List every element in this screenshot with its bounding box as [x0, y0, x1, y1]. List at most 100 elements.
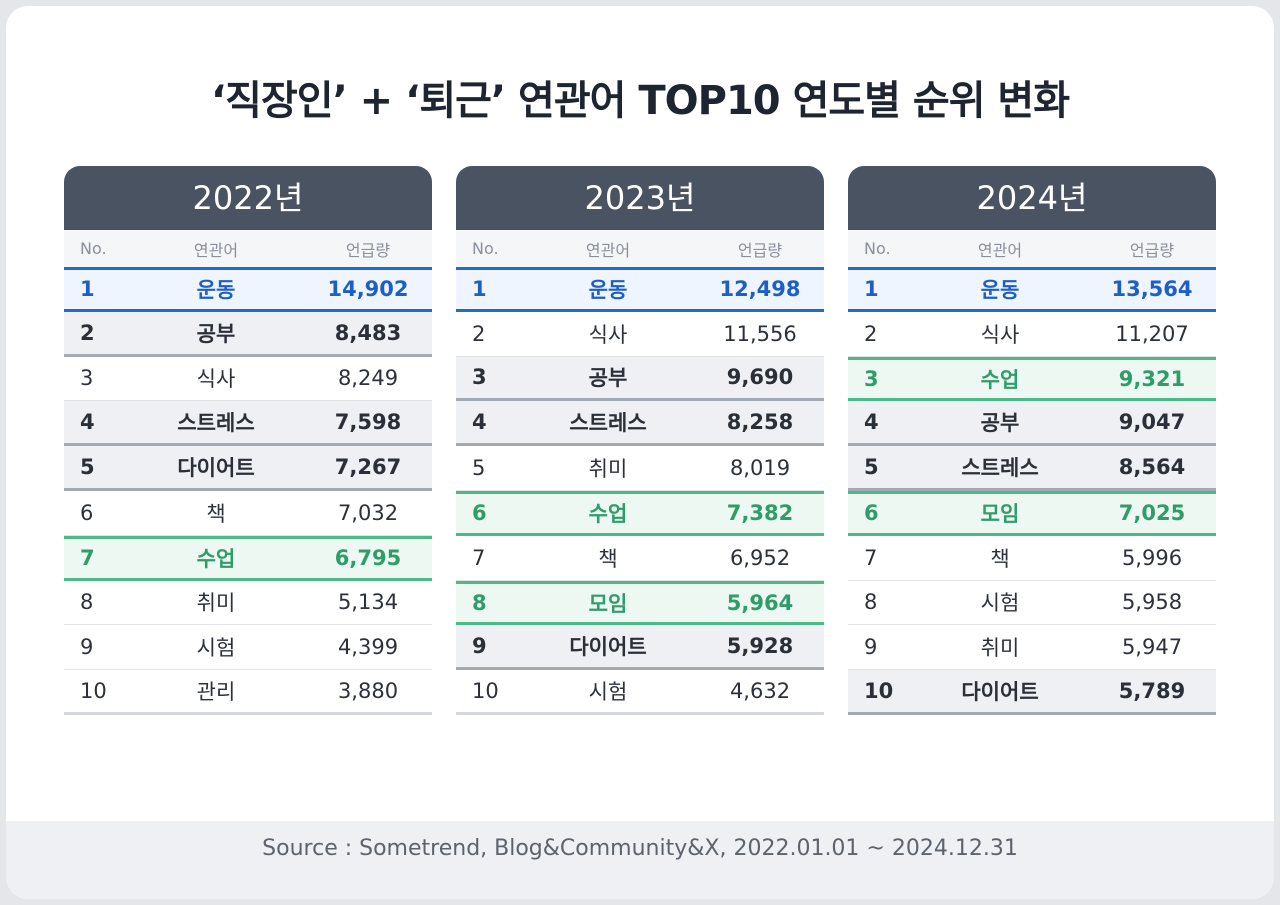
rank-number: 6 — [864, 501, 879, 526]
table-row: 7 책 5,996 — [848, 536, 1216, 581]
table-row: 8 취미 5,134 — [64, 581, 432, 626]
keyword-cell: 취미 — [588, 457, 628, 482]
table-row: 10 시험 4,632 — [456, 670, 824, 715]
keyword-cell: 스트레스 — [569, 411, 647, 436]
year-table-0: 2022년 No. 연관어 언급량 1 운동 14,902 2 공부 8,483 3 식사 8,249 4… — [64, 166, 432, 715]
header-count: 언급량 — [737, 240, 783, 260]
infographic-card: ‘직장인’ + ‘퇴근’ 연관어 TOP10 연도별 순위 변화 2022년 No… — [6, 6, 1274, 899]
keyword-cell: 책 — [990, 546, 1010, 571]
mention-count: 9,690 — [726, 365, 794, 390]
keyword-cell: 책 — [598, 546, 618, 571]
keyword-cell: 스트레스 — [961, 456, 1039, 481]
table-row: 3 공부 9,690 — [456, 356, 824, 402]
table-row: 2 식사 11,556 — [456, 312, 824, 357]
rank-number: 2 — [864, 321, 878, 346]
mention-count: 12,498 — [719, 277, 801, 302]
table-row: 1 운동 14,902 — [64, 267, 432, 312]
keyword-cell: 다이어트 — [177, 456, 255, 481]
keyword-cell: 취미 — [196, 591, 236, 616]
year-table-1: 2023년 No. 연관어 언급량 1 운동 12,498 2 식사 11,556 3 공부 9,690… — [456, 166, 824, 715]
rank-number: 6 — [472, 501, 487, 526]
keyword-cell: 스트레스 — [177, 411, 255, 436]
rank-number: 8 — [864, 590, 878, 615]
keyword-cell: 시험 — [196, 636, 236, 661]
rank-number: 4 — [864, 410, 879, 435]
rank-number: 1 — [472, 277, 487, 302]
mention-count: 4,632 — [729, 679, 791, 704]
keyword-cell: 수업 — [980, 367, 1020, 392]
rank-number: 3 — [80, 366, 94, 391]
table-row: 6 책 7,032 — [64, 491, 432, 536]
source-footer: Source : Sometrend, Blog&Community&X, 20… — [6, 821, 1274, 899]
keyword-cell: 모임 — [588, 591, 628, 616]
table-header-row: No. 연관어 언급량 — [456, 230, 824, 267]
table-row: 2 식사 11,207 — [848, 312, 1216, 357]
mention-count: 11,207 — [1115, 321, 1189, 346]
table-header-row: No. 연관어 언급량 — [64, 230, 432, 267]
mention-count: 8,258 — [726, 410, 794, 435]
year-header: 2023년 — [456, 166, 824, 230]
page-title: ‘직장인’ + ‘퇴근’ 연관어 TOP10 연도별 순위 변화 — [210, 78, 1070, 124]
rank-number: 5 — [864, 455, 879, 480]
header-count: 언급량 — [345, 240, 391, 260]
table-row: 6 모임 7,025 — [848, 490, 1216, 536]
keyword-cell: 식사 — [196, 367, 236, 392]
header-no: No. — [80, 239, 107, 258]
keyword-cell: 취미 — [980, 636, 1020, 661]
table-row: 2 공부 8,483 — [64, 311, 432, 357]
keyword-cell: 운동 — [588, 278, 628, 303]
rank-number: 10 — [864, 679, 894, 704]
rank-number: 3 — [472, 365, 487, 390]
header-keyword: 연관어 — [193, 240, 239, 260]
rank-number: 7 — [80, 546, 95, 571]
table-row: 4 공부 9,047 — [848, 401, 1216, 447]
header-no: No. — [864, 239, 891, 258]
mention-count: 7,025 — [1118, 501, 1186, 526]
rank-number: 4 — [80, 410, 95, 435]
rank-number: 2 — [472, 321, 486, 346]
year-table-2: 2024년 No. 연관어 언급량 1 운동 13,564 2 식사 11,207 3 수업 9,321… — [848, 166, 1216, 715]
table-row: 6 수업 7,382 — [456, 490, 824, 536]
rank-number: 4 — [472, 410, 487, 435]
rank-number: 9 — [472, 634, 487, 659]
rank-number: 2 — [80, 320, 95, 345]
mention-count: 7,382 — [726, 501, 794, 526]
table-row: 10 다이어트 5,789 — [848, 670, 1216, 715]
header-count: 언급량 — [1129, 240, 1175, 260]
rank-number: 7 — [472, 545, 486, 570]
mention-count: 5,947 — [1121, 635, 1183, 660]
table-row: 9 시험 4,399 — [64, 625, 432, 671]
year-header: 2024년 — [848, 166, 1216, 230]
keyword-cell: 관리 — [196, 680, 236, 705]
rank-number: 10 — [80, 679, 107, 704]
mention-count: 5,134 — [337, 590, 399, 615]
rank-number: 5 — [472, 456, 486, 481]
mention-count: 5,958 — [1121, 590, 1183, 615]
keyword-cell: 식사 — [588, 322, 628, 347]
mention-count: 6,952 — [729, 545, 791, 570]
mention-count: 8,249 — [337, 366, 399, 391]
rank-number: 8 — [80, 590, 94, 615]
keyword-cell: 수업 — [588, 502, 628, 527]
keyword-cell: 수업 — [196, 547, 236, 572]
mention-count: 9,047 — [1118, 410, 1186, 435]
mention-count: 6,795 — [334, 546, 402, 571]
rank-number: 5 — [80, 455, 95, 480]
table-row: 1 운동 12,498 — [456, 267, 824, 312]
keyword-cell: 운동 — [196, 278, 236, 303]
table-row: 3 수업 9,321 — [848, 356, 1216, 402]
mention-count: 5,964 — [726, 590, 794, 615]
table-row: 10 관리 3,880 — [64, 670, 432, 715]
mention-count: 8,019 — [729, 456, 791, 481]
rank-number: 3 — [864, 366, 879, 391]
table-row: 7 책 6,952 — [456, 536, 824, 581]
keyword-cell: 시험 — [980, 591, 1020, 616]
keyword-cell: 다이어트 — [569, 635, 647, 660]
mention-count: 9,321 — [1118, 366, 1186, 391]
rank-number: 1 — [864, 277, 879, 302]
mention-count: 5,928 — [726, 634, 794, 659]
keyword-cell: 책 — [206, 501, 226, 526]
mention-count: 7,267 — [334, 455, 402, 480]
table-row: 4 스트레스 8,258 — [456, 401, 824, 447]
mention-count: 7,032 — [337, 500, 399, 525]
